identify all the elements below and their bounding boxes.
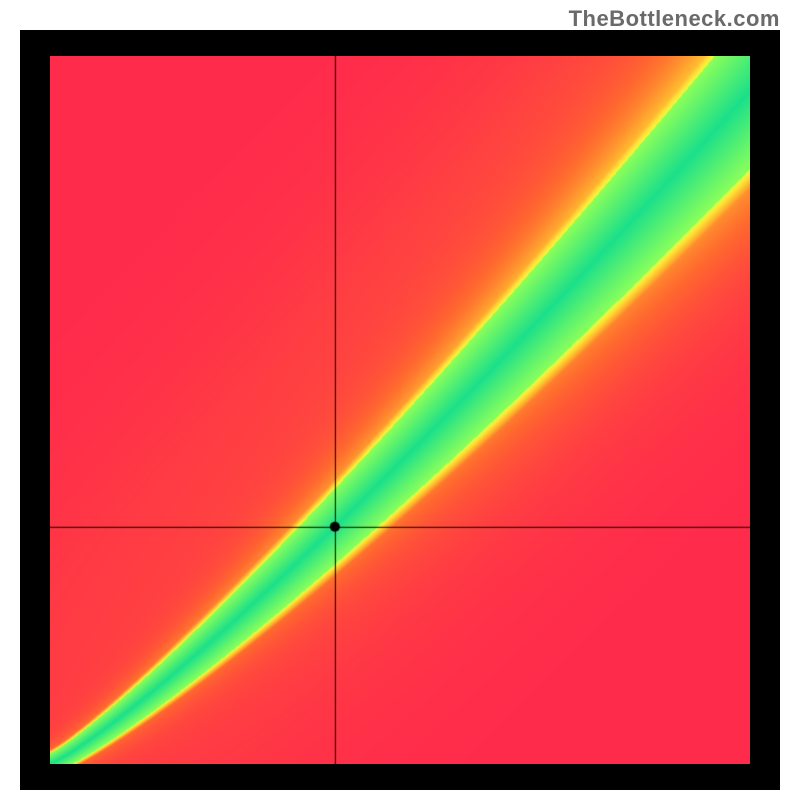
crosshair-overlay <box>50 56 750 764</box>
chart-frame <box>20 30 780 790</box>
watermark: TheBottleneck.com <box>569 6 780 32</box>
